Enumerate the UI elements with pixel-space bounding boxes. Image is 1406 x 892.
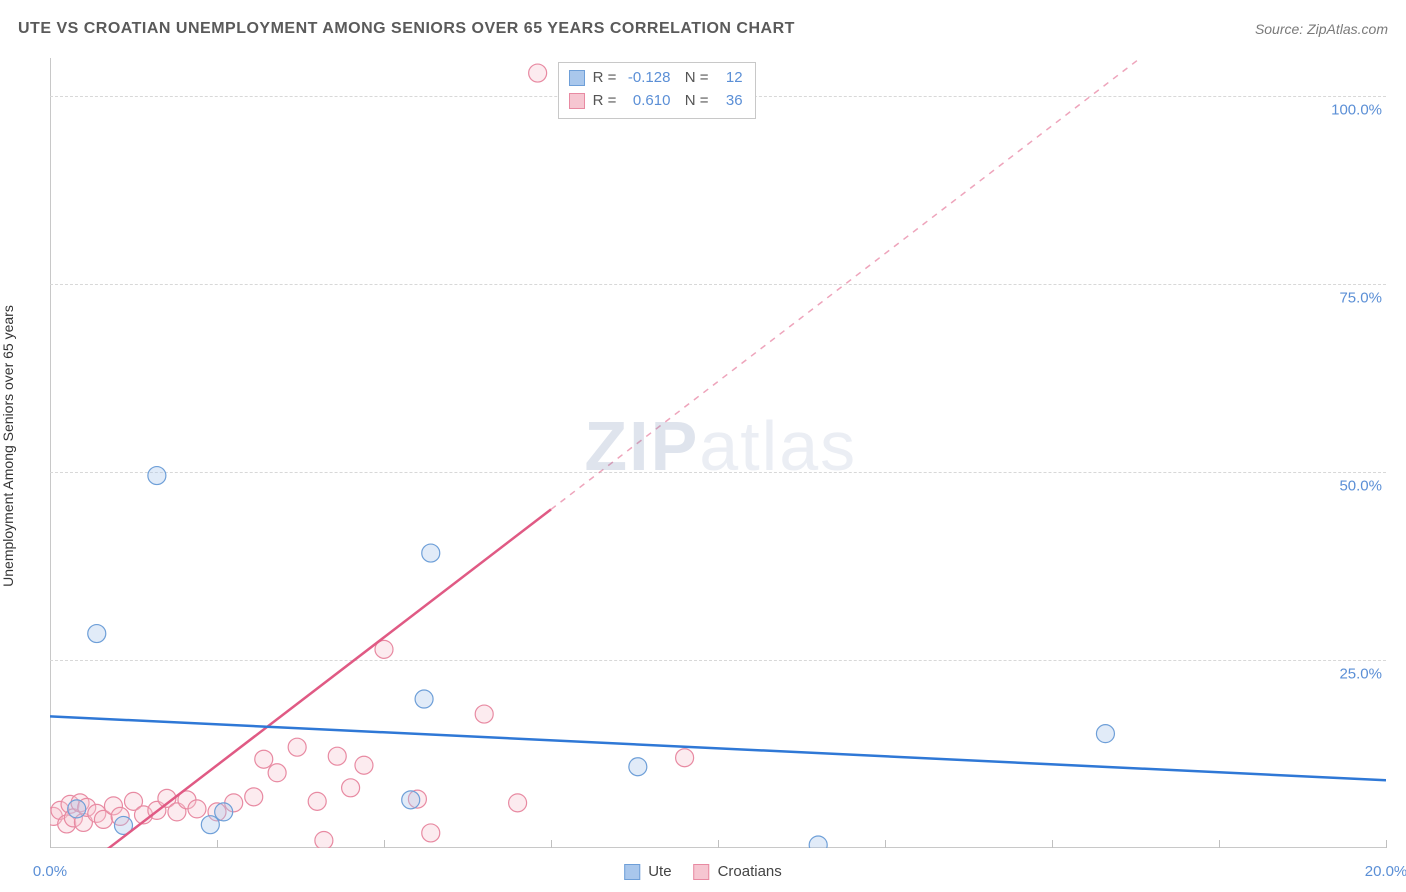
x-tick-label: 0.0%: [33, 863, 67, 880]
data-point-croatians: [288, 738, 306, 756]
legend-swatch-ute: [624, 864, 640, 880]
data-point-croatians: [315, 831, 333, 848]
stat-n-label: N =: [676, 67, 708, 90]
data-point-ute: [1096, 725, 1114, 743]
stat-swatch: [569, 70, 585, 86]
plot-region: 25.0%50.0%75.0%100.0%ZIPatlasR =-0.128 N…: [50, 58, 1386, 848]
trendline: [50, 716, 1386, 780]
x-tick: [1386, 840, 1387, 848]
x-tick-label: 20.0%: [1365, 863, 1406, 880]
data-point-croatians: [245, 788, 263, 806]
data-point-ute: [629, 758, 647, 776]
legend-item-croatians: Croatians: [694, 863, 782, 880]
stat-n-value: 36: [715, 90, 743, 113]
source-name: ZipAtlas.com: [1307, 21, 1388, 37]
stat-r-value: -0.128: [622, 67, 670, 90]
chart-title: UTE VS CROATIAN UNEMPLOYMENT AMONG SENIO…: [18, 20, 795, 38]
data-point-ute: [422, 544, 440, 562]
data-point-croatians: [255, 750, 273, 768]
chart-area: 25.0%50.0%75.0%100.0%ZIPatlasR =-0.128 N…: [50, 58, 1386, 848]
stat-r-value: 0.610: [622, 90, 670, 113]
legend-swatch-croatians: [694, 864, 710, 880]
legend-label-ute: Ute: [648, 863, 671, 880]
data-point-croatians: [676, 749, 694, 767]
data-point-croatians: [268, 764, 286, 782]
stat-row: R =0.610 N = 36: [569, 90, 743, 113]
data-point-croatians: [355, 756, 373, 774]
chart-source: Source: ZipAtlas.com: [1255, 21, 1388, 37]
data-point-croatians: [422, 824, 440, 842]
data-point-croatians: [475, 705, 493, 723]
legend-label-croatians: Croatians: [718, 863, 782, 880]
data-point-ute: [415, 690, 433, 708]
x-axis-legend: Ute Croatians: [624, 863, 782, 880]
stat-r-label: R =: [593, 90, 617, 113]
data-point-ute: [809, 836, 827, 848]
stat-n-value: 12: [715, 67, 743, 90]
data-point-croatians: [328, 747, 346, 765]
source-prefix: Source:: [1255, 21, 1307, 37]
stat-r-label: R =: [593, 67, 617, 90]
data-point-croatians: [509, 794, 527, 812]
data-point-croatians: [342, 779, 360, 797]
data-point-ute: [88, 625, 106, 643]
y-axis-label: Unemployment Among Seniors over 65 years: [0, 305, 16, 587]
chart-header: UTE VS CROATIAN UNEMPLOYMENT AMONG SENIO…: [18, 20, 1388, 38]
data-point-ute: [68, 800, 86, 818]
data-point-croatians: [188, 800, 206, 818]
stat-n-label: N =: [676, 90, 708, 113]
trendline-dashed: [551, 58, 1386, 509]
data-point-ute: [402, 791, 420, 809]
data-point-ute: [215, 803, 233, 821]
data-point-ute: [148, 467, 166, 485]
correlation-stats-box: R =-0.128 N = 12 R =0.610 N = 36: [558, 62, 756, 119]
data-point-croatians: [529, 64, 547, 82]
stat-swatch: [569, 93, 585, 109]
data-point-croatians: [308, 792, 326, 810]
chart-svg: [50, 58, 1386, 848]
stat-row: R =-0.128 N = 12: [569, 67, 743, 90]
legend-item-ute: Ute: [624, 863, 671, 880]
